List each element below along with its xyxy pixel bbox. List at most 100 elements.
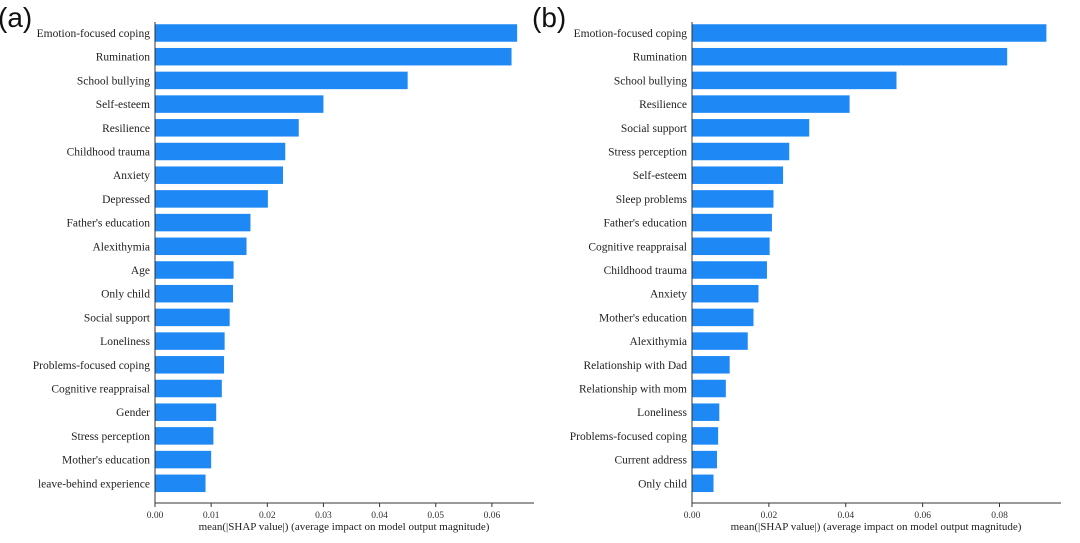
panel-a-category-labels: Emotion-focused coping Rumination School b… [33, 28, 151, 490]
category-label: Anxiety [650, 289, 687, 301]
category-label: Mother's education [599, 312, 687, 324]
bar-a-0 [155, 24, 518, 42]
panel-b-x-axis-title: mean(|SHAP value|) (average impact on mo… [731, 521, 1022, 533]
category-label: Relationship with Dad [584, 360, 688, 372]
panel-b-category-labels: Emotion-focused coping Rumination School b… [570, 28, 688, 490]
category-label: Self-esteem [96, 99, 150, 111]
bar-a-17 [155, 427, 214, 445]
category-label: Social support [621, 123, 688, 135]
bar-a-11 [155, 284, 234, 303]
bar-b-4 [692, 119, 810, 137]
bar-a-18 [155, 450, 212, 469]
panel-a-x-ticks: 0.00 0.01 0.02 0.03 0.04 0.05 0.06 [147, 503, 501, 521]
category-label: Only child [638, 478, 687, 490]
category-label: Cognitive reappraisal [51, 384, 150, 396]
bar-a-2 [155, 71, 408, 90]
bar-b-0 [692, 24, 1047, 42]
category-label: Rumination [633, 52, 688, 64]
category-label: Father's education [603, 218, 687, 230]
bar-a-16 [155, 403, 217, 421]
category-label: Father's education [66, 218, 150, 230]
category-label: Stress perception [71, 431, 150, 443]
category-label: Only child [101, 289, 150, 301]
bar-a-19 [155, 474, 206, 493]
bar-b-6 [692, 166, 784, 184]
bar-a-12 [155, 308, 230, 327]
bar-a-7 [155, 190, 268, 208]
category-label: School bullying [77, 75, 150, 87]
category-label: Mother's education [62, 455, 150, 467]
x-tick-label: 0.05 [427, 511, 444, 521]
bar-b-13 [692, 332, 748, 350]
category-label: Resilience [102, 123, 150, 135]
bar-b-7 [692, 190, 774, 208]
bar-a-9 [155, 237, 247, 256]
bar-a-3 [155, 95, 324, 113]
category-label: Emotion-focused coping [37, 28, 151, 40]
x-tick-label: 0.04 [837, 511, 854, 521]
bar-a-5 [155, 142, 286, 161]
x-tick-label: 0.03 [315, 511, 332, 521]
bar-b-8 [692, 213, 772, 232]
panel-a-letter: (a) [0, 2, 32, 33]
bar-a-10 [155, 261, 234, 279]
x-tick-label: 0.00 [684, 511, 701, 521]
bar-a-14 [155, 356, 225, 374]
panel-a-x-axis-title: mean(|SHAP value|) (average impact on mo… [199, 521, 490, 533]
x-tick-label: 0.02 [761, 511, 778, 521]
category-label: Sleep problems [616, 194, 688, 206]
panel-b: (b) Emotion-focused coping Rumination Scho… [532, 2, 1061, 533]
category-label: Loneliness [637, 407, 687, 419]
bar-a-13 [155, 332, 225, 350]
bar-b-15 [692, 379, 726, 398]
category-label: Alexithymia [630, 336, 688, 348]
x-tick-label: 0.01 [203, 511, 220, 521]
panel-b-letter: (b) [532, 2, 566, 33]
bar-b-16 [692, 403, 720, 421]
category-label: Gender [116, 407, 150, 419]
category-label: Problems-focused coping [570, 431, 687, 443]
category-label: Loneliness [100, 336, 150, 348]
panel-b-bars [692, 24, 1047, 493]
bar-b-5 [692, 142, 790, 161]
category-label: Relationship with mom [579, 384, 687, 396]
x-tick-label: 0.06 [914, 511, 931, 521]
bar-b-14 [692, 356, 730, 374]
category-label: Resilience [639, 99, 687, 111]
category-label: Stress perception [608, 147, 687, 159]
x-tick-label: 0.08 [991, 511, 1008, 521]
bar-b-2 [692, 71, 897, 90]
category-label: Cognitive reappraisal [588, 241, 687, 253]
category-label: Social support [84, 312, 151, 324]
panel-a-bars [155, 24, 518, 493]
bar-a-6 [155, 166, 284, 184]
category-label: Childhood trauma [604, 265, 687, 277]
category-label: leave-behind experience [38, 478, 150, 490]
bar-b-17 [692, 427, 719, 445]
bar-b-1 [692, 47, 1008, 66]
bar-b-3 [692, 95, 850, 113]
category-label: Age [131, 265, 150, 277]
panel-b-x-ticks: 0.00 0.02 0.04 0.06 0.08 [684, 503, 1008, 521]
panel-a: (a) Emotion-focused coping Rumination Scho… [0, 2, 534, 533]
category-label: Childhood trauma [67, 147, 150, 159]
bar-b-11 [692, 284, 759, 303]
category-label: School bullying [614, 75, 687, 87]
category-label: Anxiety [113, 170, 150, 182]
category-label: Alexithymia [93, 241, 151, 253]
x-tick-label: 0.00 [147, 511, 164, 521]
category-label: Emotion-focused coping [574, 28, 688, 40]
bar-b-9 [692, 237, 770, 256]
bar-a-15 [155, 379, 222, 398]
category-label: Self-esteem [633, 170, 687, 182]
x-tick-label: 0.04 [371, 511, 388, 521]
bar-b-18 [692, 450, 717, 469]
bar-b-10 [692, 261, 767, 279]
category-label: Current address [615, 455, 688, 467]
bar-a-1 [155, 47, 512, 66]
x-tick-label: 0.06 [484, 511, 501, 521]
x-tick-label: 0.02 [259, 511, 276, 521]
bar-b-19 [692, 474, 714, 493]
category-label: Problems-focused coping [33, 360, 150, 372]
